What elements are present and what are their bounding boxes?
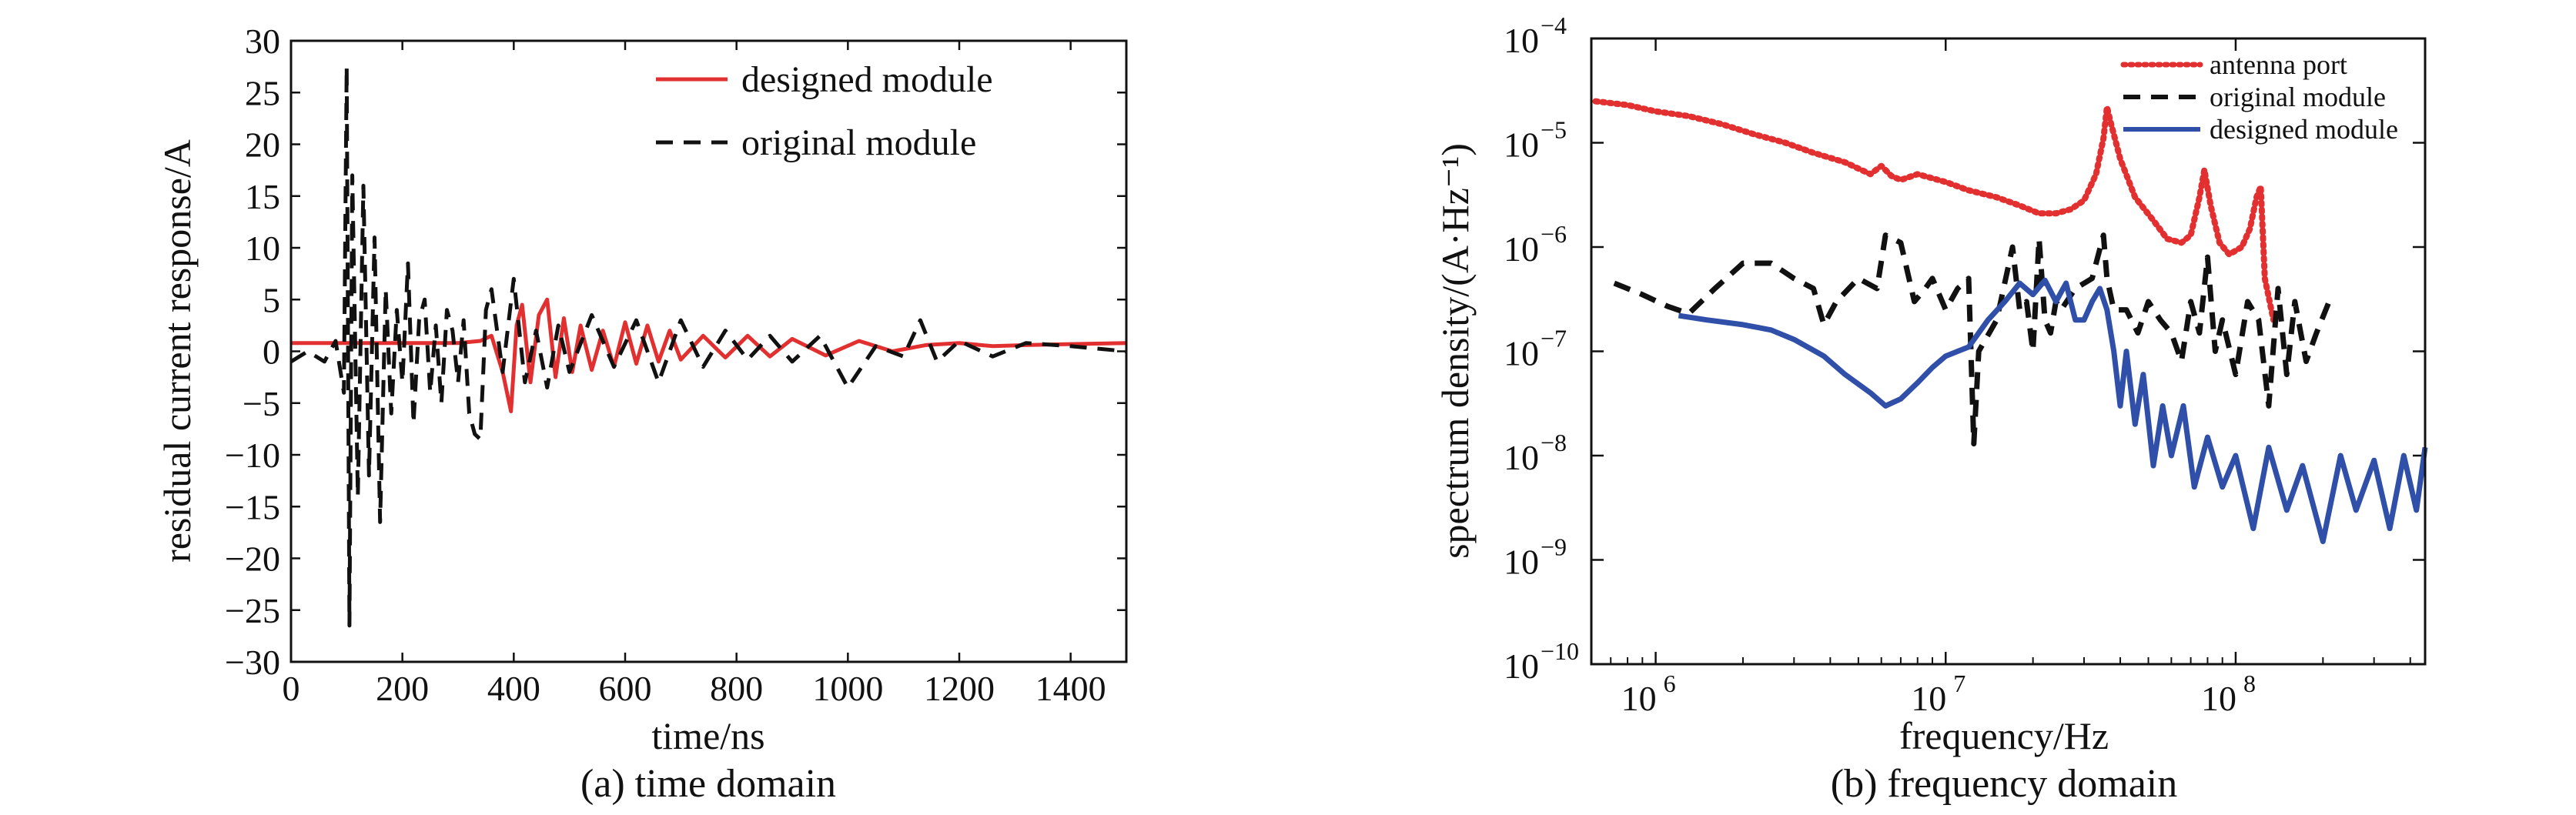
y-tick-label: 10	[1504, 543, 1539, 582]
chart-b-series	[1592, 98, 2428, 545]
y-tick-label: 10	[1504, 438, 1539, 477]
y-tick-label: 25	[245, 73, 280, 112]
chart-a-time-domain: 0 200 400 600 800 1000 1200 1400−30−25−20−15−10…	[156, 22, 1128, 806]
y-tick-exponent: −4	[1541, 12, 1567, 39]
x-tick-label: 10	[2201, 679, 2236, 718]
x-tick-exponent: 8	[2243, 670, 2256, 697]
series-line-designed-module	[1678, 277, 2428, 545]
chart-a-ticks: 0 200 400 600 800 1000 1200 1400−30−25−20−15−10…	[225, 22, 1126, 708]
chart-a-legend: designed module original module	[656, 59, 993, 163]
legend-label: antenna port	[2210, 49, 2347, 80]
chart-b-ylabel: spectrum density/(A·Hz⁻¹)	[1434, 143, 1477, 559]
chart-b-caption: (b) frequency domain	[1831, 762, 2177, 806]
y-tick-label: 10	[1504, 334, 1539, 373]
chart-a-xlabel: time/ns	[651, 714, 764, 757]
y-tick-label: 0	[263, 332, 280, 372]
y-tick-exponent: −5	[1541, 116, 1567, 144]
x-tick-label: 1400	[1035, 669, 1106, 708]
y-tick-label: −25	[225, 591, 280, 630]
chart-a-frame	[289, 39, 1128, 663]
y-tick-exponent: −9	[1541, 533, 1567, 561]
y-tick-label: −20	[225, 539, 280, 579]
x-tick-label: 600	[599, 669, 652, 708]
y-tick-label: 15	[245, 177, 280, 216]
x-tick-label: 0	[283, 669, 300, 708]
series-line-original-module	[289, 65, 1127, 628]
y-tick-label: 10	[1504, 229, 1539, 269]
y-tick-exponent: −8	[1541, 429, 1567, 456]
chart-a-ylabel: residual current response/A	[156, 139, 199, 563]
legend-label: designed module	[741, 59, 993, 100]
x-tick-exponent: 7	[1953, 670, 1965, 697]
y-tick-label: −10	[225, 436, 280, 475]
y-tick-label: 5	[263, 280, 280, 319]
y-tick-label: −30	[225, 643, 280, 682]
y-tick-label: 10	[1504, 646, 1539, 686]
chart-a-caption: (a) time domain	[580, 762, 836, 806]
y-tick-exponent: −7	[1541, 325, 1567, 352]
x-tick-label: 400	[487, 669, 540, 708]
y-tick-exponent: −6	[1541, 220, 1567, 248]
y-tick-label: −5	[243, 384, 280, 423]
chart-b-frame	[1590, 37, 2427, 666]
y-tick-label: −15	[225, 487, 280, 526]
legend-label: original module	[2210, 82, 2386, 112]
series-line-original-module	[1613, 232, 2332, 447]
x-tick-label: 1000	[812, 669, 883, 708]
x-tick-label: 800	[710, 669, 763, 708]
legend-label: designed module	[2210, 114, 2398, 145]
y-tick-label: 10	[245, 229, 280, 268]
x-tick-label: 10	[1911, 679, 1946, 718]
series-line-antenna-port	[1592, 98, 2277, 323]
legend-label: original module	[741, 122, 976, 163]
chart-a-series	[289, 65, 1127, 628]
chart-b-xlabel: frequency/Hz	[1899, 714, 2109, 757]
x-tick-label: 200	[376, 669, 429, 708]
x-tick-label: 1200	[924, 669, 995, 708]
y-tick-label: 20	[245, 125, 280, 165]
y-tick-label: 10	[1504, 21, 1539, 60]
y-tick-exponent: −10	[1541, 637, 1579, 665]
y-tick-label: 10	[1504, 125, 1539, 165]
x-tick-label: 10	[1621, 679, 1657, 718]
y-tick-label: 30	[245, 22, 280, 61]
x-tick-exponent: 6	[1664, 670, 1676, 697]
